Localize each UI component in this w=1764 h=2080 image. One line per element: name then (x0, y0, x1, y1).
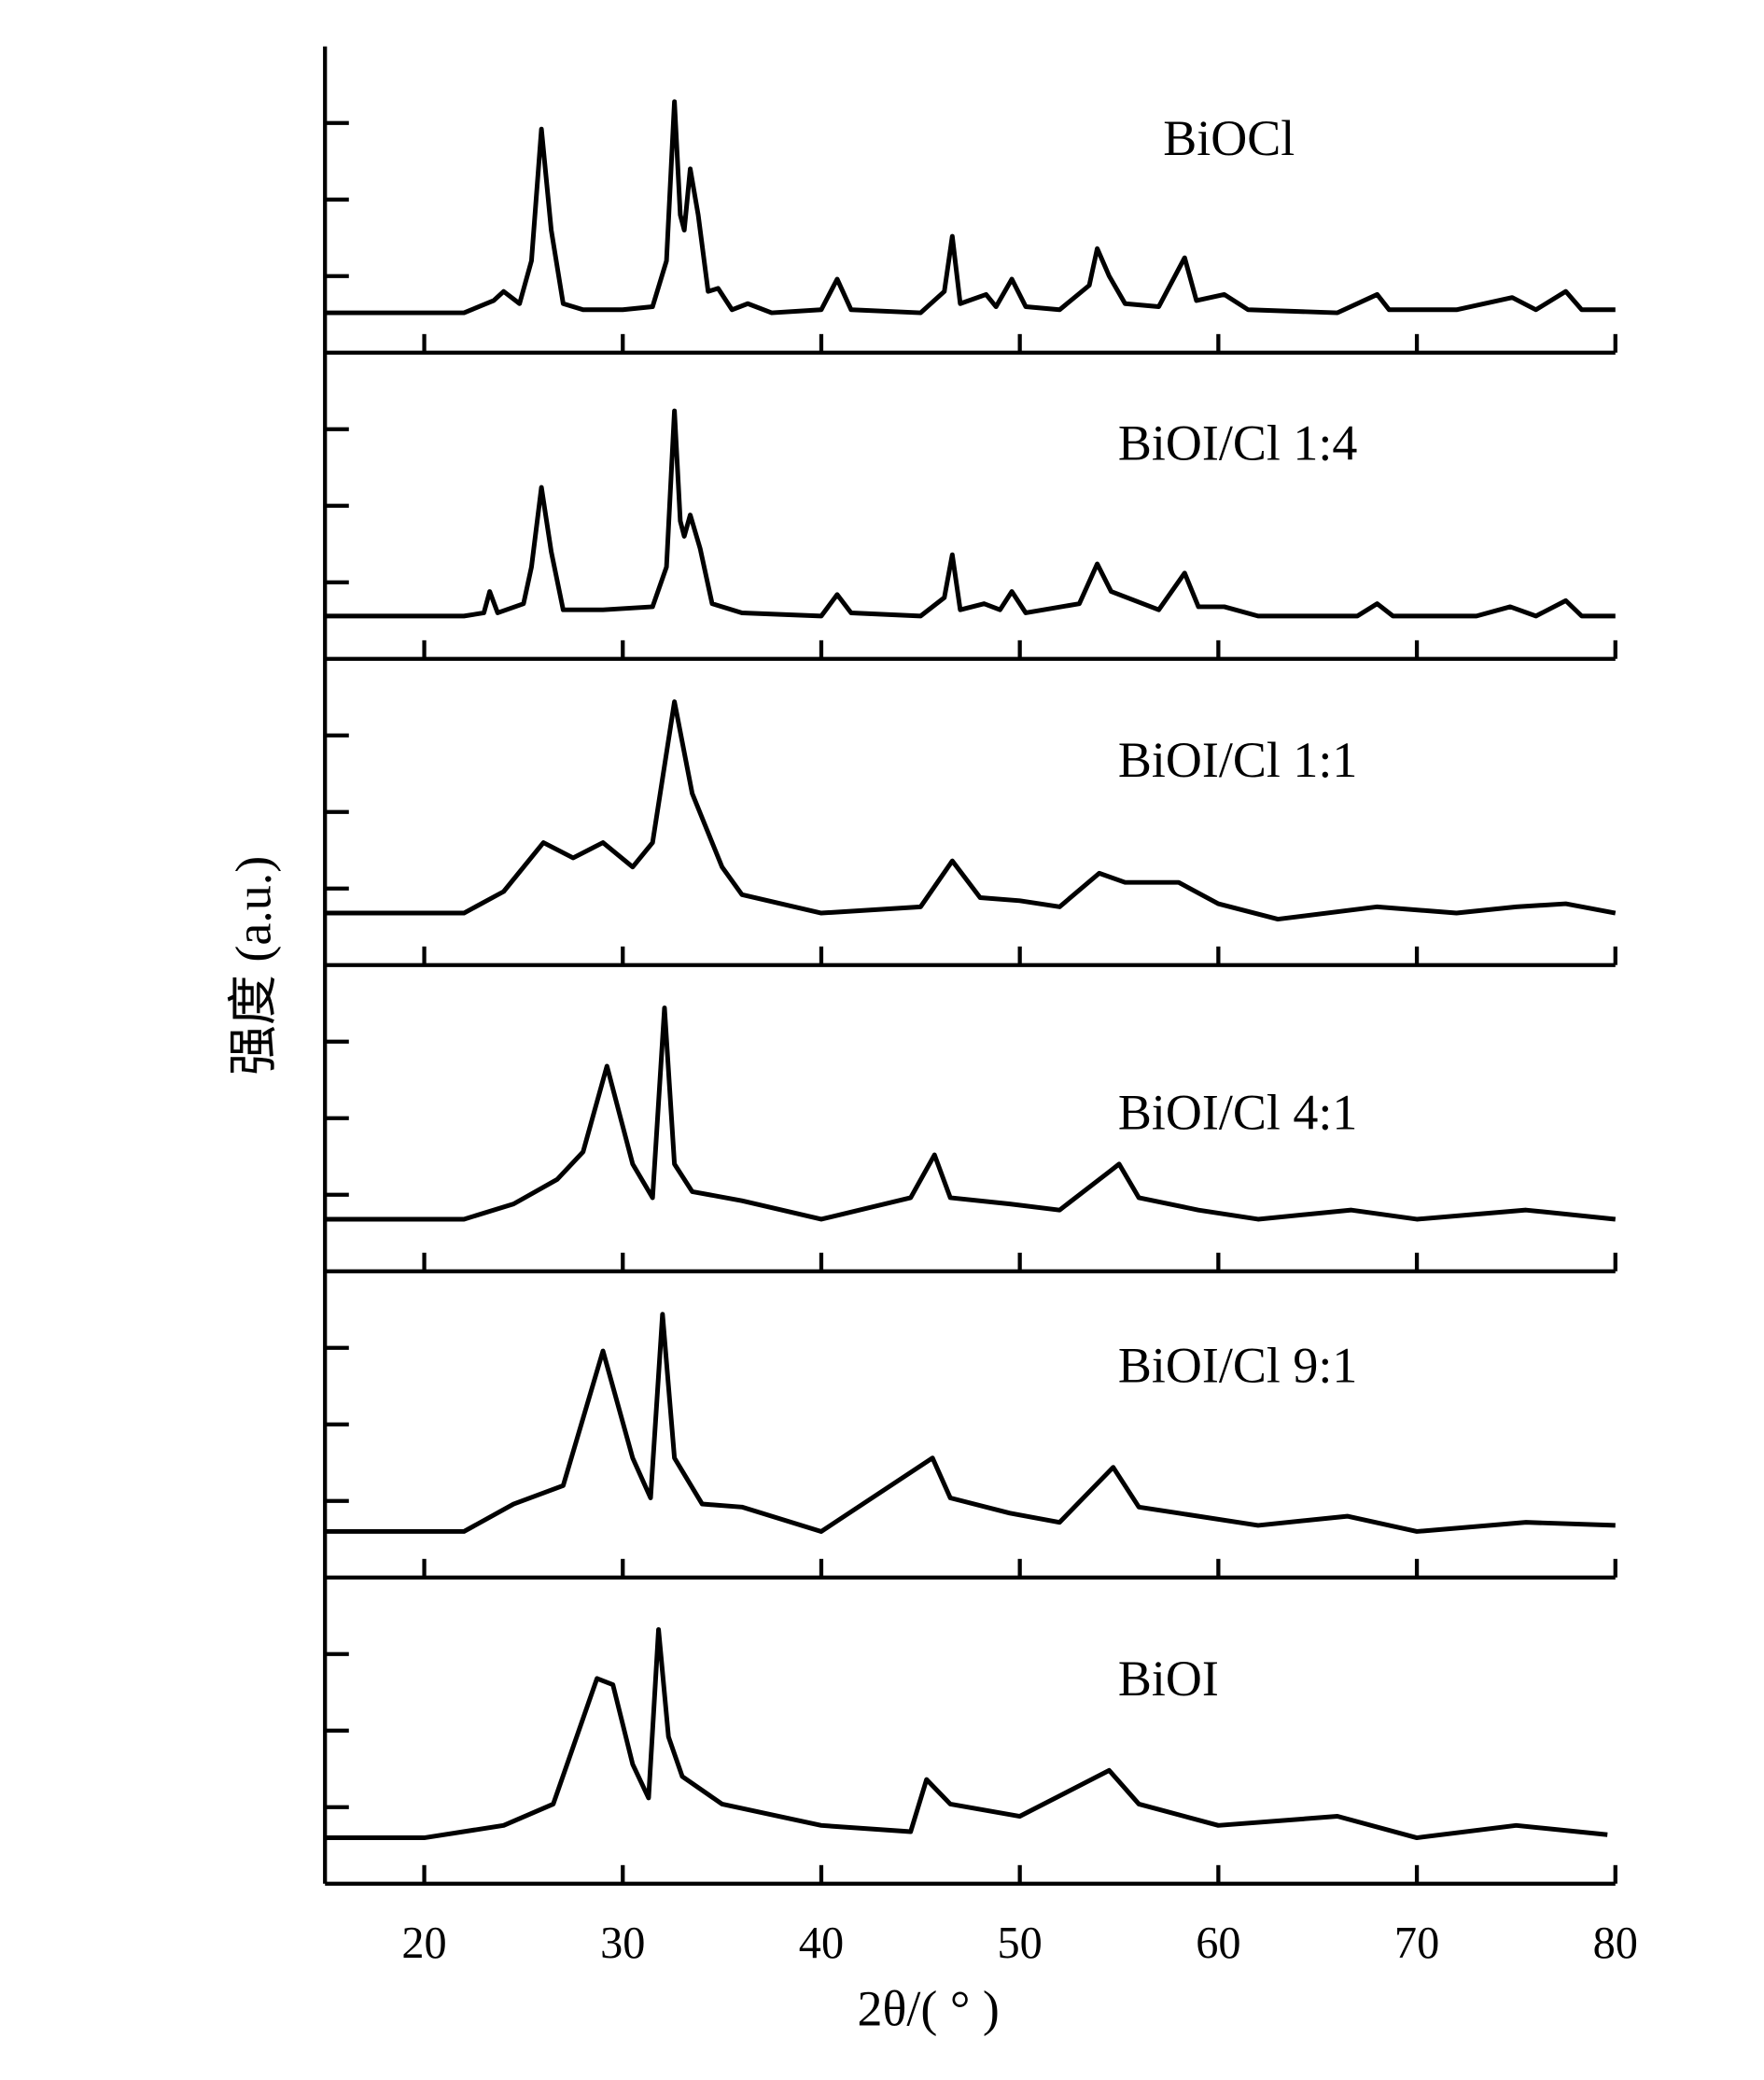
y-axis-label: 强度 (a.u.) (226, 856, 282, 1075)
xrd-line (325, 699, 1617, 922)
x-tick-label: 40 (799, 1918, 844, 1968)
x-tick-label: 70 (1394, 1918, 1439, 1968)
x-tick-label: 60 (1196, 1918, 1240, 1968)
xrd-line (325, 408, 1616, 619)
xrd-line (325, 1626, 1608, 1841)
series-label: BiOI/Cl 9:1 (1118, 1338, 1357, 1394)
series-label: BiOI/Cl 4:1 (1118, 1085, 1357, 1141)
x-tick-label: 20 (401, 1918, 446, 1968)
x-tick-label: 50 (998, 1918, 1043, 1968)
xrd-line (325, 1005, 1617, 1222)
series-label: BiOCl (1163, 110, 1295, 166)
x-tick-label: 80 (1593, 1918, 1638, 1968)
xrd-line (325, 99, 1616, 316)
series-label: BiOI (1118, 1651, 1219, 1707)
xrd-line (325, 1312, 1616, 1534)
x-axis-label: 2θ/( ° ) (858, 1980, 1000, 2036)
x-tick-label: 30 (600, 1918, 645, 1968)
series-label: BiOI/Cl 1:4 (1118, 415, 1357, 471)
series-label: BiOI/Cl 1:1 (1118, 732, 1357, 788)
